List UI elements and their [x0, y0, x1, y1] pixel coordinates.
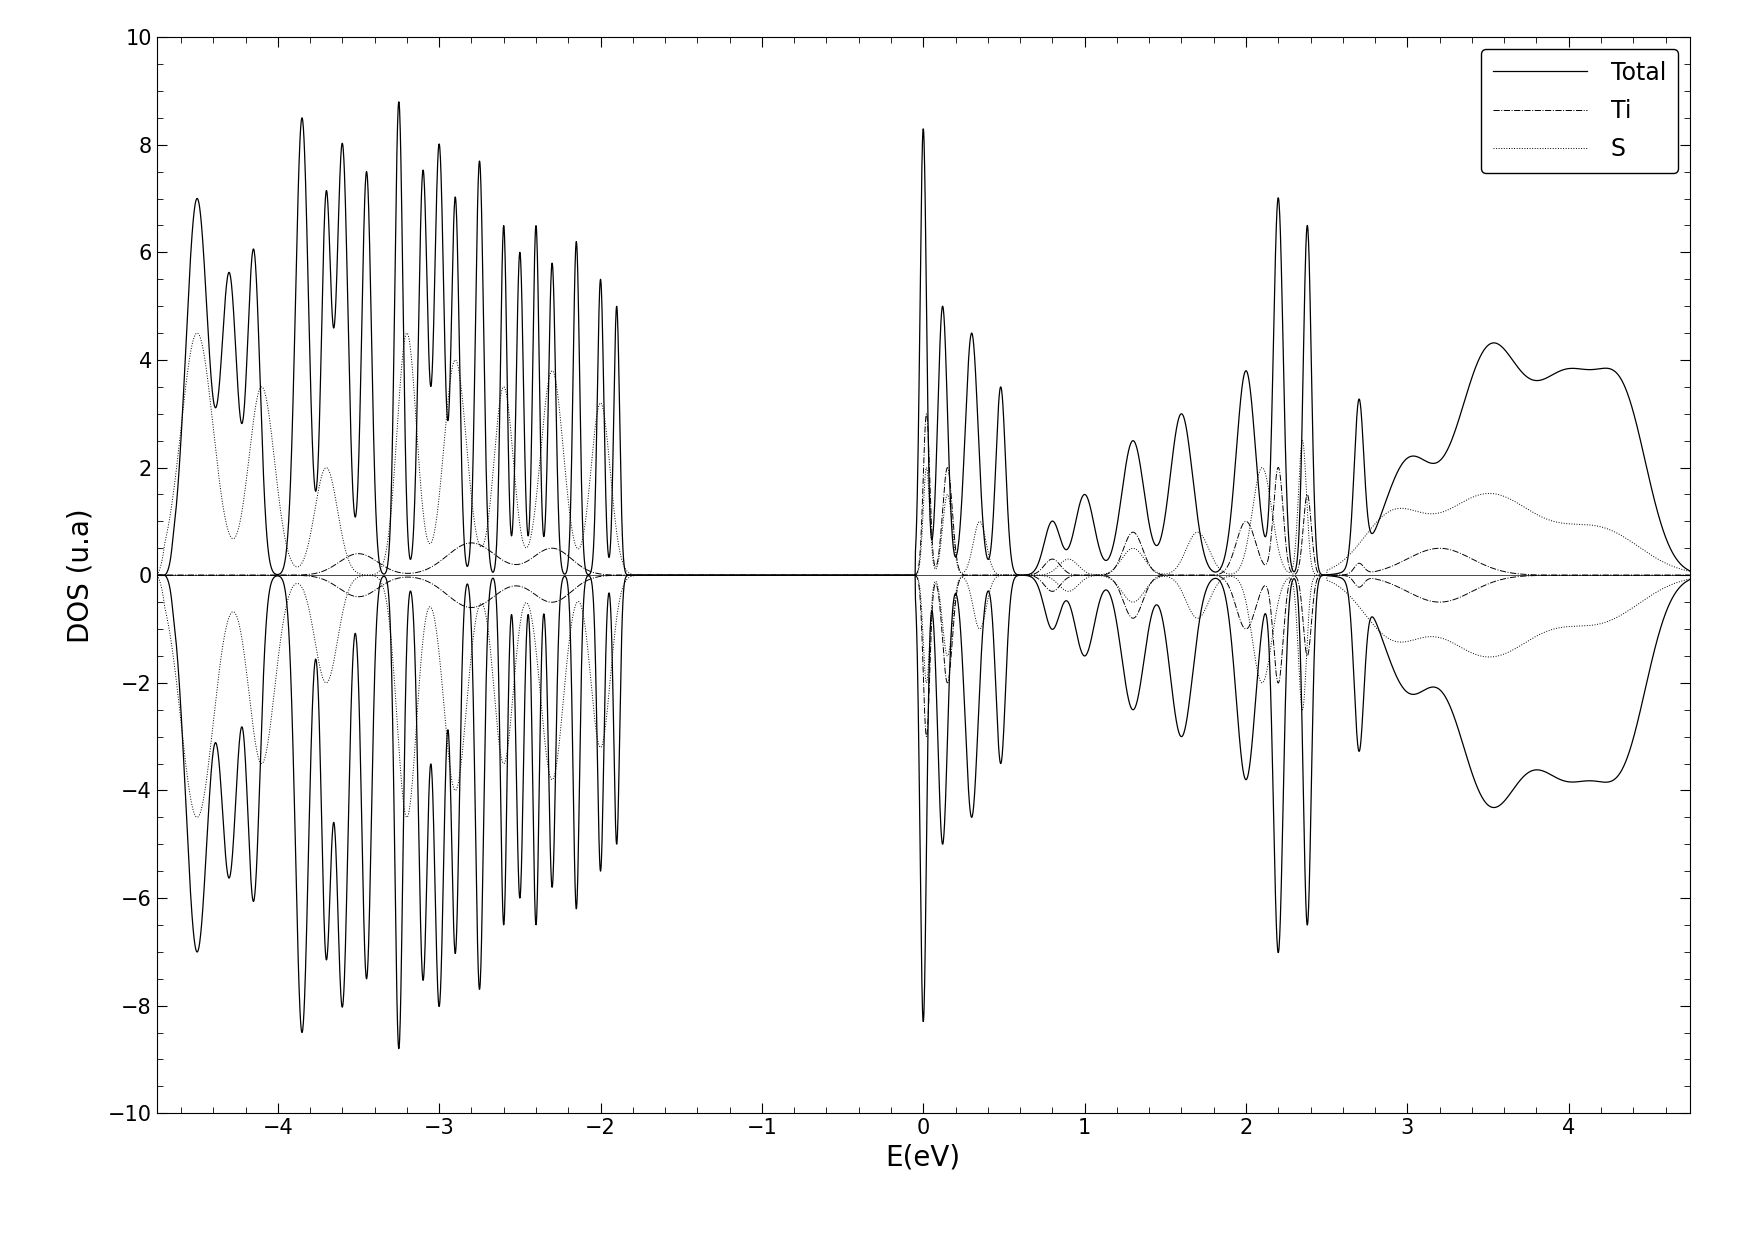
Total — [388, 94, 409, 109]
S — [732, 568, 753, 583]
Total — [425, 235, 446, 250]
Total — [146, 568, 167, 583]
Total — [1066, 511, 1087, 526]
S — [1679, 564, 1700, 579]
Total — [1679, 563, 1700, 578]
Ti — [425, 557, 446, 571]
Ti — [1679, 568, 1700, 583]
Line: Total: Total — [157, 101, 1690, 575]
X-axis label: E(eV): E(eV) — [885, 1144, 962, 1171]
Ti — [916, 406, 937, 421]
Legend: Total, Ti, S: Total, Ti, S — [1481, 49, 1678, 173]
S — [425, 518, 446, 533]
Total — [1291, 469, 1312, 484]
Ti — [1291, 542, 1312, 557]
Total — [1143, 536, 1164, 550]
S — [1066, 557, 1087, 571]
Ti — [1066, 568, 1087, 583]
Total — [1408, 449, 1428, 464]
Ti — [732, 568, 753, 583]
Y-axis label: DOS (u.a): DOS (u.a) — [66, 508, 94, 642]
S — [146, 568, 167, 583]
Line: Ti: Ti — [157, 413, 1690, 575]
Total — [732, 568, 753, 583]
Ti — [146, 568, 167, 583]
Ti — [631, 568, 652, 583]
Ti — [1408, 547, 1428, 562]
S — [397, 325, 418, 340]
S — [1408, 505, 1428, 520]
S — [1291, 443, 1312, 458]
S — [1143, 563, 1164, 578]
Line: S: S — [157, 333, 1690, 575]
Ti — [1144, 564, 1165, 579]
